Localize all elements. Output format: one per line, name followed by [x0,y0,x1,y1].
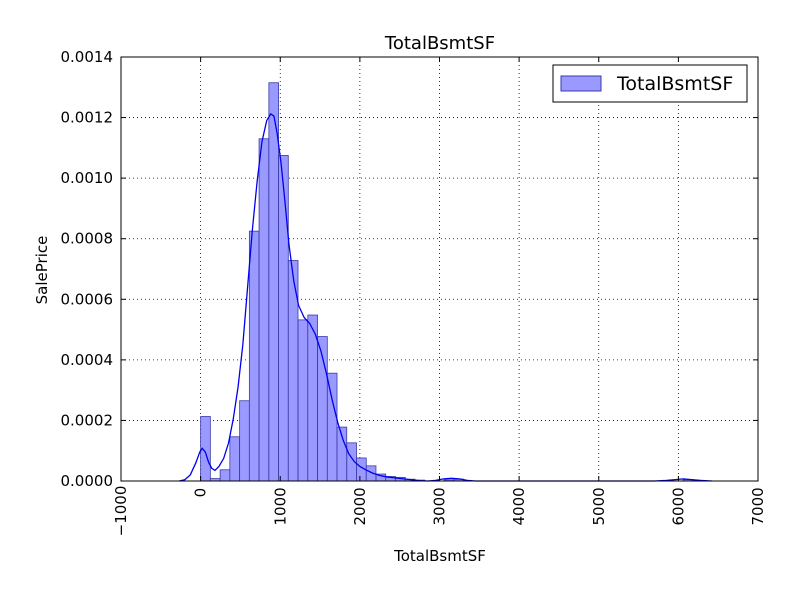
x-tick-label: −1000 [112,486,130,537]
y-tick-label: 0.0014 [61,48,114,66]
y-tick-label: 0.0006 [61,290,114,308]
histogram-bar [229,436,240,482]
chart-title: TotalBsmtSF [384,33,495,54]
density-curve-layer [178,113,712,482]
histogram-bar [326,372,338,482]
histogram-bar [278,155,289,482]
x-tick-label: 5000 [590,487,608,525]
y-tick-label: 0.0002 [61,411,114,429]
x-tick-label: 7000 [749,487,767,525]
x-tick-label: 3000 [431,487,449,525]
legend-label: TotalBsmtSF [616,73,733,95]
legend-swatch [560,75,602,92]
x-tick-label: 6000 [669,487,687,525]
density-curve [178,113,712,482]
y-tick-label: 0.0008 [61,230,114,248]
histogram-bar [248,230,260,482]
histogram-bar [258,138,270,482]
y-axis-title: SalePrice [33,236,51,305]
x-tick-label: 2000 [351,487,369,525]
x-tick-label: 0 [192,488,210,498]
histogram-bar [219,469,231,482]
legend: TotalBsmtSF [552,64,748,103]
x-tick-label: 1000 [271,487,289,525]
histogram-bar [307,314,318,482]
axis-ticks: −1000 0 1000 2000 3000 4000 5000 6000 7000 0.0000… [61,48,768,536]
x-axis-title: TotalBsmtSF [393,547,486,565]
histogram-bar [268,82,279,482]
histogram-bars [200,82,694,482]
y-tick-label: 0.0012 [61,109,114,127]
histogram-bar [239,400,250,482]
y-tick-label: 0.0004 [61,351,114,369]
x-tick-label: 4000 [510,487,528,525]
y-tick-label: 0.0000 [61,472,114,490]
histogram-bar [297,319,309,482]
y-tick-label: 0.0010 [61,169,114,187]
